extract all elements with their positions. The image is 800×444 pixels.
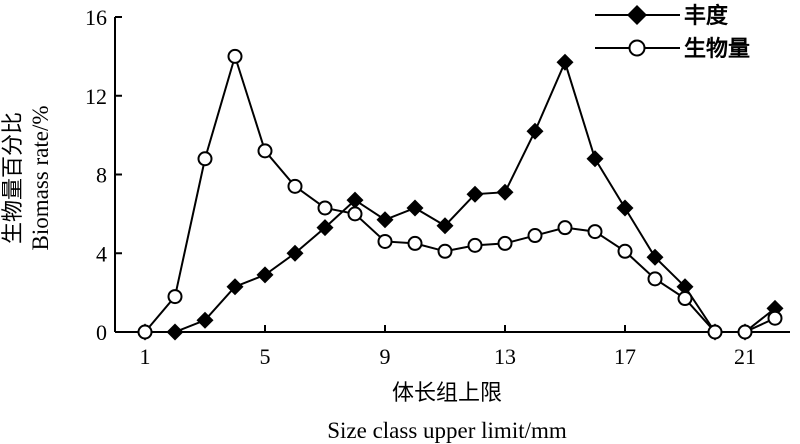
data-point-circle <box>557 220 573 236</box>
data-point-diamond <box>316 219 334 237</box>
data-point-diamond <box>376 211 394 229</box>
legend-label-biomass: 生物量 <box>684 36 750 62</box>
x-tick-label: 9 <box>380 344 391 369</box>
data-point-diamond <box>166 323 184 341</box>
legend-item-abundance: 丰度 <box>595 3 729 29</box>
data-point-diamond <box>646 248 664 266</box>
x-tick-label: 21 <box>734 344 756 369</box>
data-point-diamond <box>526 122 544 140</box>
data-point-circle <box>617 243 633 259</box>
data-point-circle <box>407 235 423 251</box>
y-tick-label: 0 <box>96 320 107 345</box>
legend-circle-marker-icon <box>628 39 646 57</box>
x-tick-label: 1 <box>140 344 151 369</box>
x-axis-title-zh: 体长组上限 <box>392 381 502 406</box>
data-point-circle <box>647 271 663 287</box>
x-tick-label: 17 <box>614 344 636 369</box>
data-point-circle <box>677 291 693 307</box>
x-axis-title-en: Size class upper limit/mm <box>327 418 567 443</box>
data-point-circle <box>287 178 303 194</box>
x-tick-label: 5 <box>260 344 271 369</box>
y-axis-title-en: Biomass rate/% <box>28 106 53 251</box>
series-line <box>145 59 776 333</box>
data-point-circle <box>347 206 363 222</box>
series-biomass <box>137 48 783 340</box>
data-point-diamond <box>286 244 304 262</box>
data-point-circle <box>137 324 153 340</box>
data-point-circle <box>197 151 213 167</box>
data-point-circle <box>767 310 783 326</box>
data-point-diamond <box>496 183 514 201</box>
data-point-circle <box>317 200 333 216</box>
data-point-circle <box>587 224 603 240</box>
y-axis-title-zh: 生物量百分比 <box>1 112 26 244</box>
data-point-circle <box>257 143 273 159</box>
legend-diamond-marker-icon <box>627 5 647 25</box>
data-point-diamond <box>676 278 694 296</box>
data-point-diamond <box>346 191 364 209</box>
y-tick-label: 8 <box>96 163 107 188</box>
data-point-diamond <box>586 150 604 168</box>
legend-label-abundance: 丰度 <box>684 3 729 29</box>
data-point-circle <box>707 324 723 340</box>
data-point-circle <box>227 48 243 64</box>
data-point-circle <box>497 235 513 251</box>
series-layer <box>136 48 784 341</box>
data-point-diamond <box>256 266 274 284</box>
data-point-diamond <box>616 199 634 217</box>
axes: 0 4 8 12 16 1 5 9 13 17 21 <box>85 5 790 369</box>
x-tick-label: 13 <box>494 344 516 369</box>
y-axis-title: 生物量百分比 Biomass rate/% <box>1 106 53 251</box>
data-point-circle <box>737 324 753 340</box>
data-point-diamond <box>556 53 574 71</box>
data-point-circle <box>527 228 543 244</box>
y-tick-label: 12 <box>85 84 107 109</box>
data-point-circle <box>467 237 483 253</box>
data-point-circle <box>167 289 183 305</box>
legend: 丰度 生物量 <box>595 3 750 62</box>
data-point-diamond <box>226 278 244 296</box>
data-point-diamond <box>406 199 424 217</box>
data-point-circle <box>437 243 453 259</box>
series-line <box>144 52 776 333</box>
y-tick-label: 4 <box>96 241 107 266</box>
data-point-diamond <box>436 217 454 235</box>
data-point-diamond <box>466 185 484 203</box>
data-point-diamond <box>196 311 214 329</box>
data-point-circle <box>377 233 393 249</box>
legend-item-biomass: 生物量 <box>595 36 750 62</box>
y-tick-label: 16 <box>85 5 107 30</box>
